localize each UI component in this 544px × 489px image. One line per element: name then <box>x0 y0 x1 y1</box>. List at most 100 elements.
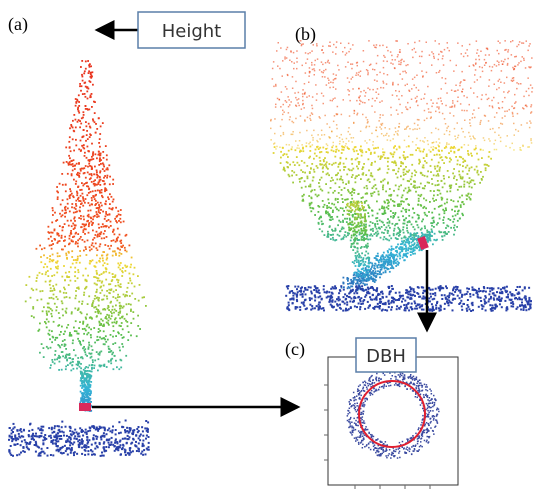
point <box>110 362 112 364</box>
point <box>314 171 316 173</box>
point <box>392 156 394 158</box>
point <box>142 297 144 299</box>
point <box>125 355 127 357</box>
point <box>90 334 92 336</box>
point <box>375 270 377 272</box>
point <box>333 98 335 100</box>
point <box>79 442 81 444</box>
point <box>418 119 420 121</box>
point <box>471 187 473 189</box>
point <box>87 240 89 242</box>
point <box>282 60 284 62</box>
point <box>333 204 335 206</box>
point <box>334 285 336 287</box>
point <box>377 223 379 225</box>
point <box>433 239 435 241</box>
point <box>97 234 99 236</box>
point <box>424 137 426 139</box>
point <box>335 88 337 90</box>
point <box>352 249 354 251</box>
point <box>500 123 502 125</box>
point <box>65 366 67 368</box>
point <box>392 217 394 219</box>
point <box>310 146 312 148</box>
point <box>443 175 445 177</box>
point <box>357 209 359 211</box>
point <box>86 108 88 110</box>
point <box>88 70 90 72</box>
point <box>376 63 378 64</box>
point <box>448 218 450 220</box>
point <box>48 311 50 313</box>
point <box>388 293 390 295</box>
point <box>311 62 313 64</box>
point <box>96 284 98 286</box>
point <box>355 265 357 267</box>
point <box>312 96 314 98</box>
point <box>82 147 84 149</box>
point <box>309 95 311 97</box>
point <box>72 342 74 344</box>
point <box>468 183 470 185</box>
point <box>460 186 462 188</box>
point <box>57 196 59 198</box>
point <box>99 177 101 179</box>
point <box>289 116 291 118</box>
point <box>417 224 419 226</box>
point <box>77 107 79 109</box>
point <box>312 180 314 182</box>
point <box>64 297 66 299</box>
point <box>288 99 290 101</box>
point <box>438 206 440 208</box>
point <box>96 171 98 173</box>
point <box>50 290 52 292</box>
point <box>86 220 88 222</box>
point <box>481 179 483 181</box>
point <box>481 94 483 96</box>
point <box>124 247 126 249</box>
point <box>121 426 123 428</box>
point <box>383 206 385 208</box>
point <box>399 205 401 207</box>
point <box>61 237 63 239</box>
point <box>448 231 450 233</box>
point <box>81 447 83 449</box>
point <box>273 86 275 88</box>
point <box>318 222 320 224</box>
point <box>464 80 466 82</box>
point <box>308 82 310 84</box>
point <box>50 454 52 456</box>
point <box>305 145 307 147</box>
point <box>381 128 383 130</box>
point <box>96 247 98 249</box>
point <box>483 286 485 288</box>
point <box>91 203 93 205</box>
point <box>29 423 31 425</box>
point <box>399 104 401 106</box>
point <box>360 71 362 73</box>
point <box>89 430 91 432</box>
point <box>30 436 32 438</box>
point <box>365 261 367 263</box>
point <box>61 431 63 433</box>
point <box>438 129 440 131</box>
point <box>75 203 77 205</box>
point <box>383 224 385 226</box>
point <box>114 309 116 311</box>
point <box>362 114 364 116</box>
point <box>310 184 312 186</box>
point <box>92 426 94 428</box>
point <box>461 201 463 203</box>
point <box>479 182 481 184</box>
point <box>275 148 277 150</box>
point <box>454 210 456 212</box>
point <box>482 67 484 69</box>
point <box>63 333 65 335</box>
point <box>98 204 100 206</box>
point <box>449 190 451 192</box>
point <box>346 138 348 140</box>
point <box>348 180 350 182</box>
point <box>373 141 375 143</box>
point <box>384 202 386 204</box>
point <box>79 250 81 252</box>
